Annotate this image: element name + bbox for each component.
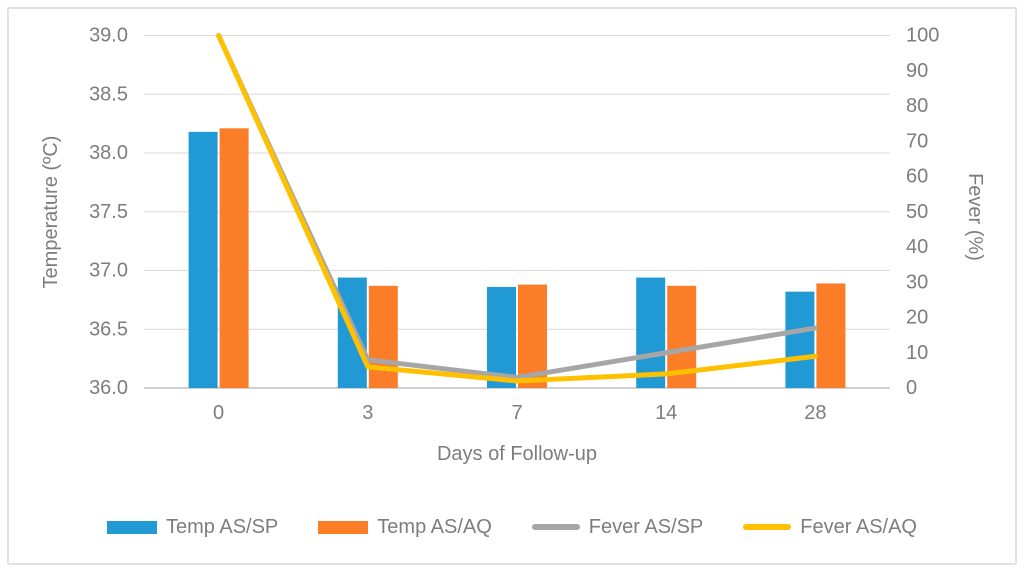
legend-swatch-temp-as-aq-bar-icon bbox=[318, 520, 369, 534]
left-tick-36.5: 36.5 bbox=[89, 318, 128, 340]
legend-label-fever-as-aq: Fever AS/AQ bbox=[800, 515, 917, 538]
left-tick-39.0: 39.0 bbox=[89, 25, 128, 47]
bar-temp-as-aq-day-3 bbox=[368, 285, 398, 388]
bar-temp-as-sp-day-7 bbox=[487, 286, 516, 388]
right-tick-80: 80 bbox=[906, 95, 928, 117]
x-tick-7: 7 bbox=[511, 402, 522, 424]
right-tick-20: 20 bbox=[906, 307, 928, 329]
x-tick-3: 3 bbox=[362, 402, 373, 424]
bar-temp-as-sp-day-14 bbox=[636, 277, 666, 388]
x-tick-0: 0 bbox=[213, 402, 224, 424]
legend-item-temp-as-sp: Temp AS/SP bbox=[107, 516, 278, 539]
x-tick-28: 28 bbox=[804, 402, 826, 424]
left-tick-37.5: 37.5 bbox=[89, 201, 128, 223]
legend-label-fever-as-sp: Fever AS/SP bbox=[588, 515, 704, 538]
left-tick-38.5: 38.5 bbox=[89, 83, 128, 105]
line-fever-as-sp bbox=[216, 33, 818, 380]
right-tick-50: 50 bbox=[906, 201, 928, 223]
legend-swatch-fever-as-sp-line-icon bbox=[531, 524, 580, 530]
legend-label-temp-as-sp: Temp AS/SP bbox=[166, 515, 279, 538]
left-tick-36.0: 36.0 bbox=[89, 377, 128, 399]
legend-label-temp-as-aq: Temp AS/AQ bbox=[377, 515, 492, 538]
right-tick-0: 0 bbox=[906, 377, 917, 399]
x-axis-title: Days of Follow-up bbox=[436, 443, 598, 465]
right-tick-40: 40 bbox=[906, 236, 928, 258]
right-tick-100: 100 bbox=[906, 25, 939, 47]
legend-swatch-temp-as-sp-bar-icon bbox=[107, 520, 157, 534]
left-tick-38.0: 38.0 bbox=[89, 142, 128, 164]
right-tick-70: 70 bbox=[906, 130, 928, 152]
legend-item-temp-as-aq: Temp AS/AQ bbox=[318, 516, 492, 539]
right-tick-10: 10 bbox=[906, 342, 928, 364]
legend-item-fever-as-sp: Fever AS/SP bbox=[531, 515, 704, 539]
bar-temp-as-aq-day-0 bbox=[219, 128, 249, 388]
x-tick-14: 14 bbox=[655, 402, 677, 424]
bar-temp-as-sp-day-28 bbox=[785, 291, 815, 388]
line-fever-as-aq bbox=[216, 33, 818, 384]
left-tick-37.0: 37.0 bbox=[89, 260, 128, 282]
bar-temp-as-aq-day-28 bbox=[816, 283, 846, 388]
right-tick-90: 90 bbox=[906, 60, 928, 82]
legend-item-fever-as-aq: Fever AS/AQ bbox=[743, 516, 917, 539]
right-axis-title: Fever (%) bbox=[964, 173, 986, 261]
bar-temp-as-sp-day-0 bbox=[188, 131, 218, 388]
right-tick-30: 30 bbox=[906, 271, 928, 293]
right-tick-60: 60 bbox=[906, 166, 928, 188]
chart-legend: Temp AS/SP Temp AS/AQ Fever AS/SP Fever AS/… bbox=[0, 512, 1024, 542]
left-axis-title: Temperature (ºC) bbox=[40, 135, 62, 289]
legend-swatch-fever-as-aq-line-icon bbox=[743, 524, 792, 530]
